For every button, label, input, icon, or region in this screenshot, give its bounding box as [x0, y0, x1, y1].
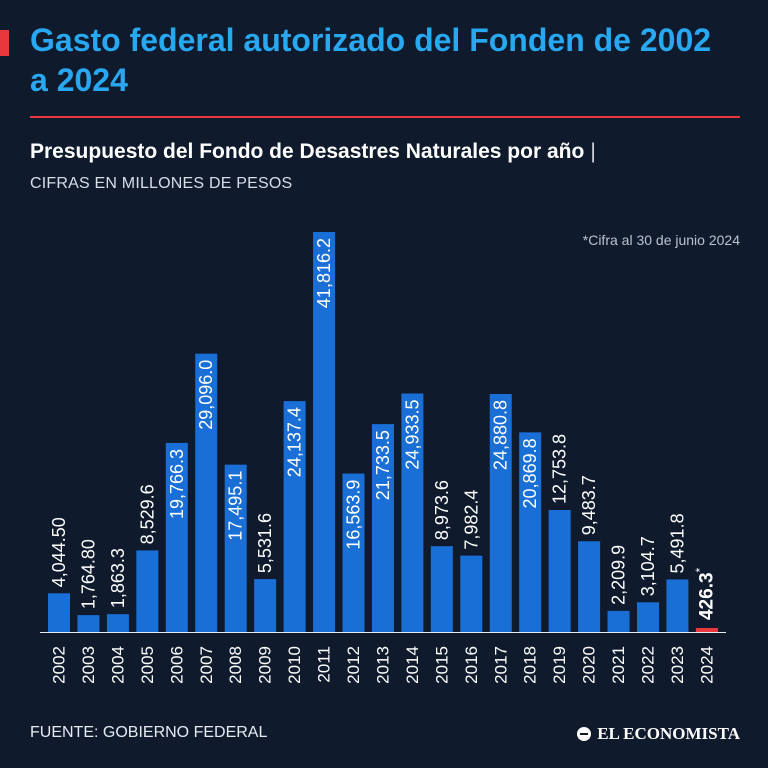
value-label-2011: 41,816.2	[314, 238, 334, 308]
bar-2005	[136, 550, 159, 632]
chart-note: *Cifra al 30 de junio 2024	[582, 232, 740, 248]
year-label-2005: 2005	[138, 646, 157, 684]
value-label-2002: 4,044.50	[49, 517, 69, 587]
year-label-2003: 2003	[79, 646, 98, 684]
chart-subtitle-text: Presupuesto del Fondo de Desastres Natur…	[30, 140, 585, 163]
year-label-2002: 2002	[50, 646, 69, 684]
chart-units: CIFRAS EN MILLONES DE PESOS	[30, 175, 293, 192]
el-economista-logo-icon	[577, 727, 592, 741]
year-label-2017: 2017	[491, 646, 510, 684]
bar-2022	[637, 602, 659, 632]
bar-2024	[695, 628, 718, 632]
bar-2016	[460, 555, 483, 632]
brand-logo: EL ECONOMISTA	[577, 724, 740, 744]
bar-2011	[313, 232, 336, 632]
value-label-2014: 24,933.5	[402, 399, 422, 469]
value-label-2013: 21,733.5	[373, 430, 393, 500]
bar-2013	[371, 424, 394, 632]
value-label-2023: 5,491.8	[667, 513, 687, 573]
value-label-2010: 24,137.4	[285, 407, 305, 477]
year-label-2020: 2020	[580, 646, 599, 684]
year-label-2007: 2007	[197, 646, 216, 684]
value-label-2015: 8,973.6	[432, 480, 452, 540]
year-label-2022: 2022	[639, 646, 658, 684]
brand-name: EL ECONOMISTA	[597, 724, 740, 743]
value-label-2018: 20,869.8	[520, 438, 540, 508]
bar-2008	[224, 464, 247, 632]
year-label-2011: 2011	[315, 646, 334, 683]
chart-subtitle: Presupuesto del Fondo de Desastres Natur…	[30, 140, 596, 164]
bar-2019	[548, 510, 571, 632]
year-label-2008: 2008	[226, 646, 245, 684]
value-label-2019: 12,753.8	[550, 434, 570, 504]
bar-2018	[519, 432, 542, 632]
year-label-2016: 2016	[462, 646, 481, 684]
chart-title: Gasto federal autorizado del Fonden de 2…	[30, 22, 712, 98]
year-label-2014: 2014	[403, 646, 422, 684]
source-text: FUENTE: GOBIERNO FEDERAL	[30, 724, 268, 741]
value-label-2009: 5,531.6	[255, 513, 275, 573]
bar-2012	[342, 473, 365, 632]
year-label-2023: 2023	[668, 646, 687, 684]
bar-2003	[77, 615, 100, 632]
bar-2023	[666, 579, 689, 632]
year-label-2015: 2015	[432, 646, 451, 684]
value-label-2003: 1,764.80	[78, 539, 98, 609]
year-label-2010: 2010	[285, 646, 304, 684]
bar-2021	[607, 610, 630, 632]
bar-2004	[106, 614, 129, 632]
value-label-2020: 9,483.7	[579, 475, 599, 535]
bar-2002	[48, 593, 70, 632]
value-label-2008: 17,495.1	[226, 471, 246, 541]
value-label-2024: 426.3*	[693, 567, 718, 620]
value-label-2022: 3,104.7	[638, 536, 658, 596]
year-label-2018: 2018	[521, 646, 540, 684]
year-label-2019: 2019	[550, 646, 569, 684]
bar-2014	[401, 393, 424, 632]
value-label-2017: 24,880.8	[491, 400, 511, 470]
year-label-2009: 2009	[256, 646, 275, 684]
value-label-2006: 19,766.3	[167, 449, 187, 519]
bar-2006	[165, 442, 188, 632]
year-label-2006: 2006	[167, 646, 186, 684]
subtitle-separator: |	[590, 140, 596, 163]
year-label-2021: 2021	[609, 646, 628, 684]
highlight-asterisk: *	[693, 567, 707, 572]
bar-2017	[489, 393, 512, 632]
year-label-2012: 2012	[344, 646, 363, 684]
year-label-2024: 2024	[697, 646, 716, 684]
bar-2015	[430, 546, 453, 632]
bar-2007	[195, 353, 218, 632]
value-label-2016: 7,982.4	[461, 490, 481, 550]
title-divider	[30, 116, 740, 118]
year-label-2013: 2013	[373, 646, 392, 684]
bar-2020	[578, 541, 601, 632]
value-label-2005: 8,529.6	[137, 484, 157, 544]
value-label-2012: 16,563.9	[344, 480, 364, 550]
value-label-2004: 1,863.3	[108, 548, 128, 608]
year-label-2004: 2004	[108, 646, 127, 684]
bar-2010	[283, 401, 306, 632]
title-accent-bar	[0, 30, 9, 56]
value-label-2021: 2,209.9	[609, 545, 629, 605]
value-label-2007: 29,096.0	[196, 360, 216, 430]
bar-2009	[254, 579, 277, 632]
